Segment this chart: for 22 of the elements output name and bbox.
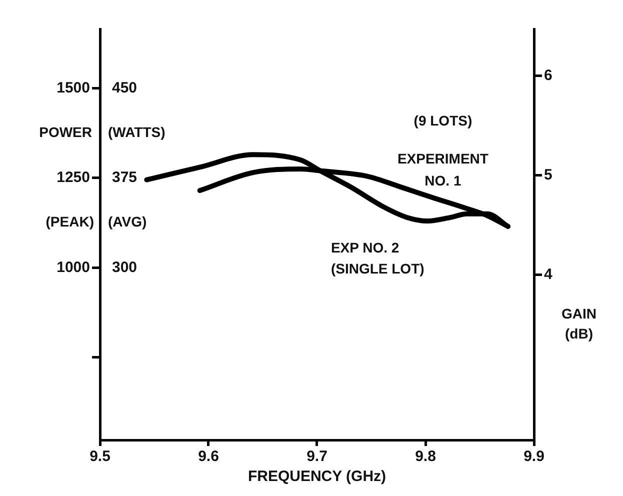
y-tick-label: 1000 xyxy=(56,258,90,276)
y3-tick-label: 4 xyxy=(544,266,553,283)
text: (9 LOTS) EXPERIMENT NO. 1 xyxy=(397,112,488,188)
y3-tick-label: 5 xyxy=(544,166,552,184)
x-tick-label: 9.5 xyxy=(90,448,110,466)
y-axis-title: POWER xyxy=(39,124,92,140)
y2-tick-label: 300 xyxy=(112,258,138,276)
y2-tick-label: 375 xyxy=(112,169,138,186)
x-tick-label: 9.7 xyxy=(306,448,328,466)
x-axis-title: FREQUENCY (GHz) xyxy=(248,468,386,486)
annotation: (AVG) xyxy=(108,214,147,230)
y-tick-label: 1500 xyxy=(56,79,90,96)
y3-axis-title: GAIN (dB) xyxy=(562,305,596,342)
x-tick-label: 9.9 xyxy=(524,448,544,466)
x-tick-label: 9.8 xyxy=(415,448,436,466)
x-tick-label: 9.6 xyxy=(198,448,219,466)
text: (PEAK) xyxy=(46,214,94,230)
y2-tick-label: 450 xyxy=(112,79,138,96)
y3-tick-label: 6 xyxy=(544,66,552,84)
y-tick-label: 1250 xyxy=(56,169,90,186)
series-label: EXP NO. 2 (SINGLE LOT) xyxy=(330,239,424,276)
y2-axis-title: (WATTS) xyxy=(108,124,166,140)
